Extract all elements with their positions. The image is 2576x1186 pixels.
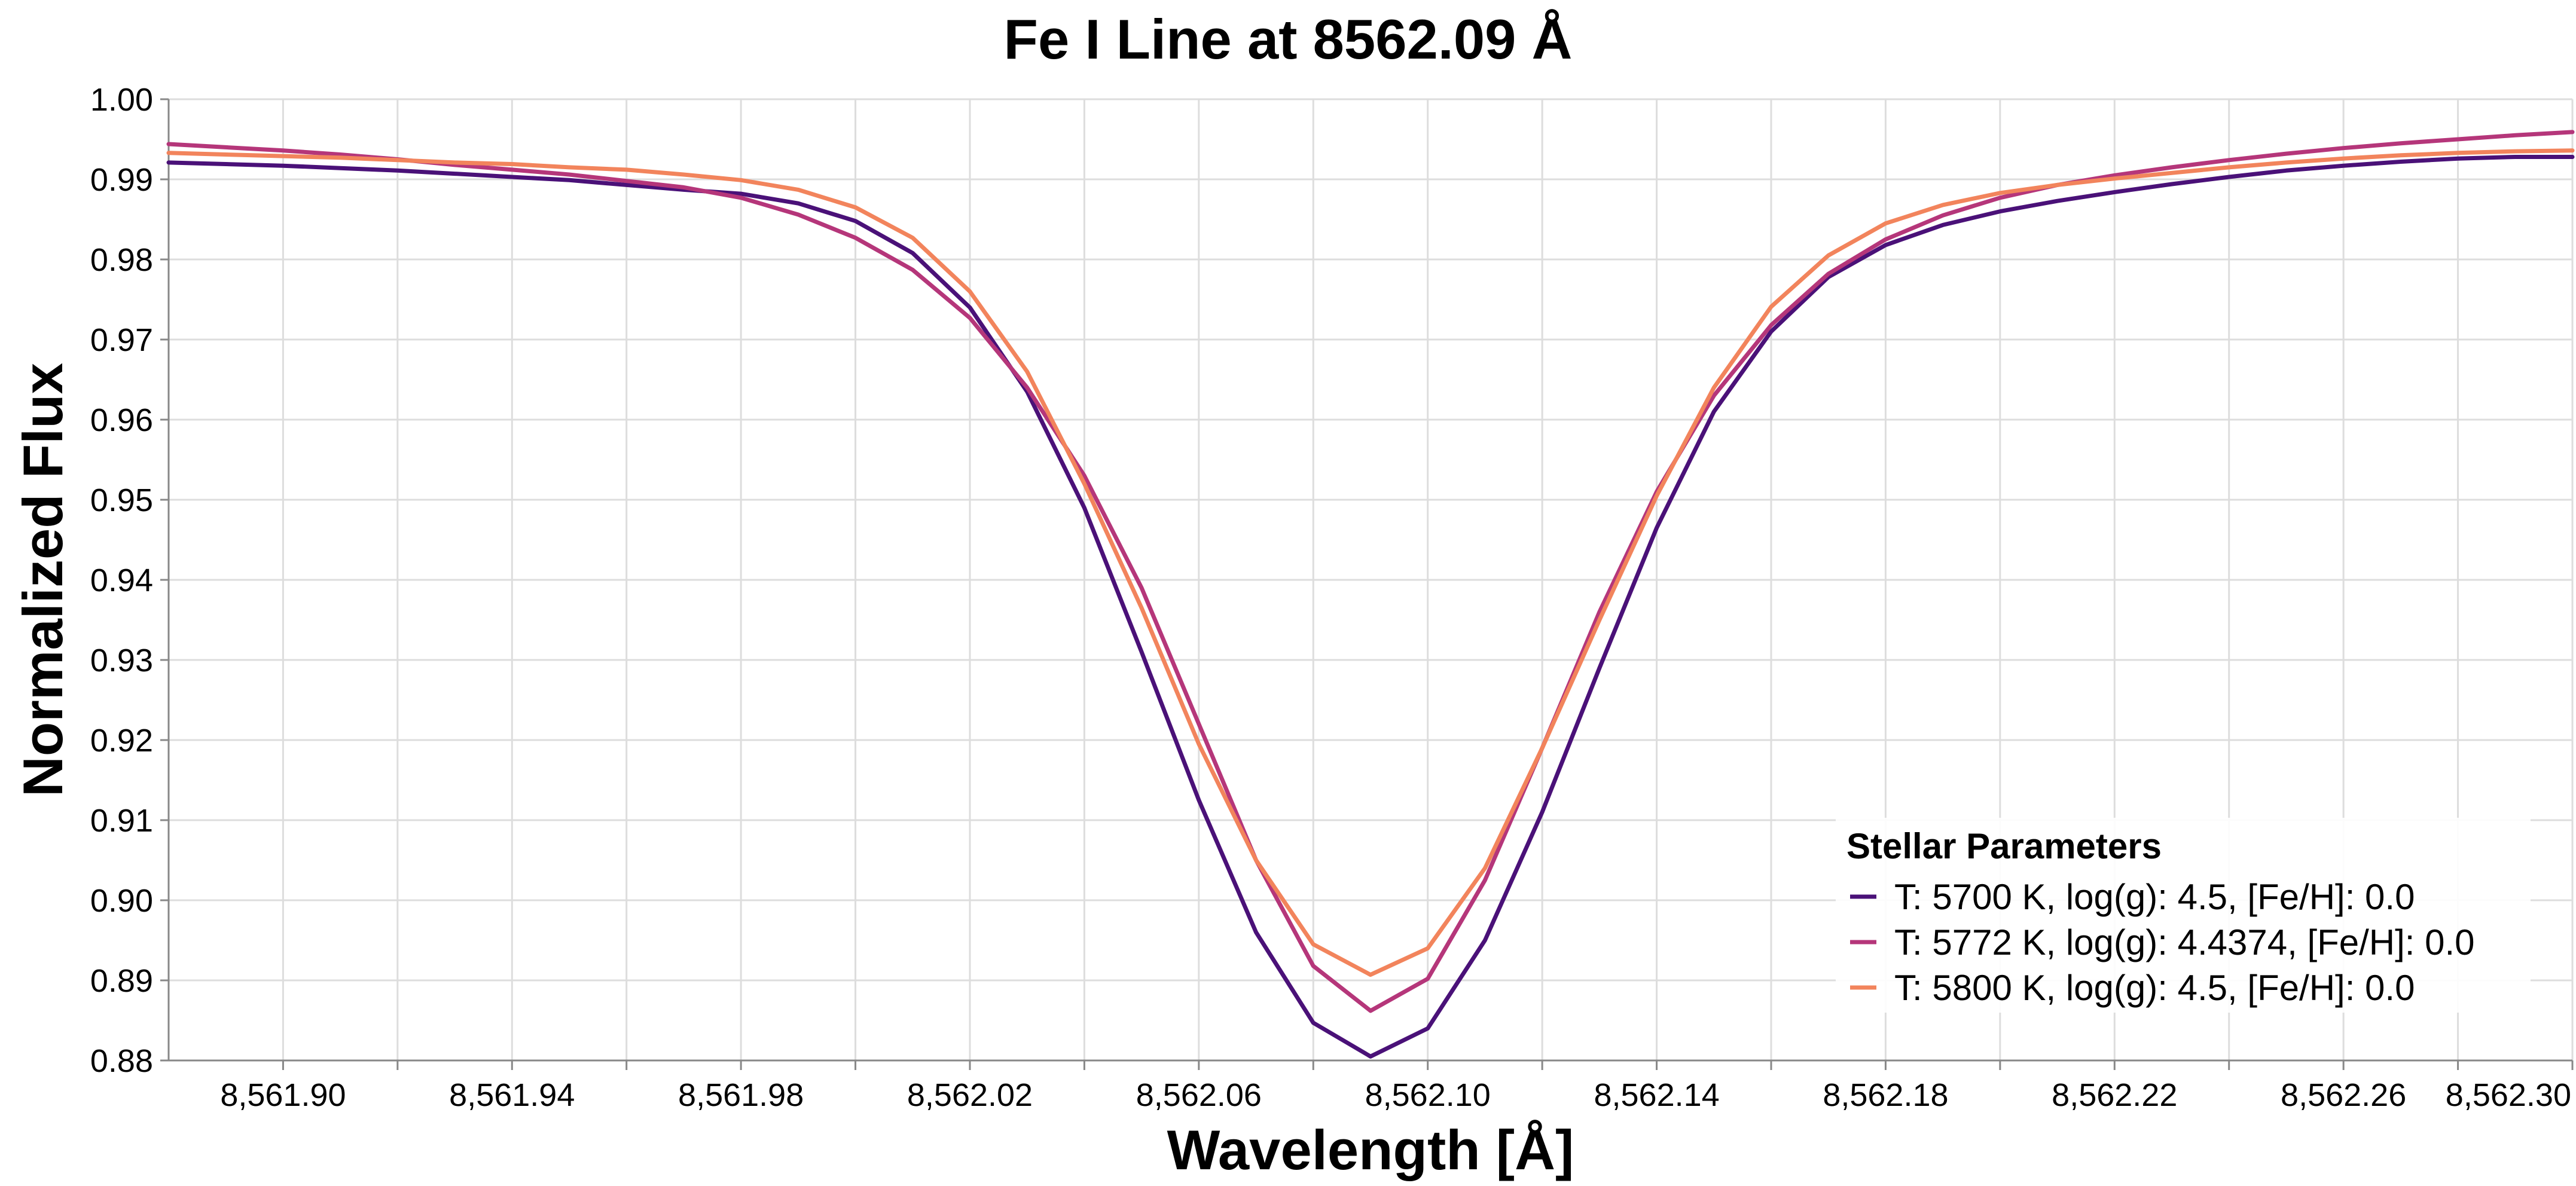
chart-title: Fe I Line at 8562.09 Å [1004,8,1573,71]
legend-label-2: T: 5772 K, log(g): 4.4374, [Fe/H]: 0.0 [1894,922,2475,962]
y-tick-label: 0.94 [90,563,153,598]
y-tick-label: 0.93 [90,643,153,678]
x-tick-label: 8,562.26 [2281,1077,2406,1113]
series-line-3 [166,148,2575,977]
x-tick-label: 8,562.14 [1594,1077,1719,1113]
x-tick-label: 8,562.30 [2446,1077,2571,1113]
x-tick-label: 8,561.98 [678,1077,804,1113]
y-axis-title: Normalized Flux [11,363,74,797]
x-tick-label: 8,562.10 [1365,1077,1491,1113]
x-tick-label: 8,561.90 [220,1077,346,1113]
y-tick-label: 0.99 [90,162,153,198]
y-tick-label: 0.91 [90,803,153,839]
y-tick-label: 0.95 [90,482,153,518]
y-tick-label: 0.89 [90,963,153,999]
x-tick-label: 8,562.02 [907,1077,1033,1113]
y-tick-label: 0.90 [90,883,153,919]
y-tick-label: 0.98 [90,242,153,278]
y-tick-label: 0.92 [90,723,153,759]
y-tick-label: 0.88 [90,1043,153,1079]
axis-layer: 0.88 0.89 0.90 0.91 0.92 0.93 0.94 0.95 0.96 0.97… [90,82,2574,1113]
x-tick-label: 8,562.18 [1823,1077,1948,1113]
x-axis-title: Wavelength [Å] [1167,1118,1574,1181]
y-tick-label: 1.00 [90,82,153,118]
series-line-1 [166,155,2575,1059]
legend-label-3: T: 5800 K, log(g): 4.5, [Fe/H]: 0.0 [1894,968,2415,1008]
series-line-2 [166,130,2575,1013]
x-tick-label: 8,562.06 [1136,1077,1262,1113]
y-tick-label: 0.96 [90,402,153,438]
legend[interactable]: Stellar Parameters T: 5700 K, log(g): 4.… [1836,818,2531,1013]
legend-title: Stellar Parameters [1846,826,2162,866]
x-tick-label: 8,562.22 [2052,1077,2177,1113]
series-layer [166,130,2575,1059]
legend-background [1836,818,2531,1013]
y-tick-label: 0.97 [90,322,153,358]
legend-label-1: T: 5700 K, log(g): 4.5, [Fe/H]: 0.0 [1894,877,2415,917]
x-tick-label: 8,561.94 [449,1077,575,1113]
